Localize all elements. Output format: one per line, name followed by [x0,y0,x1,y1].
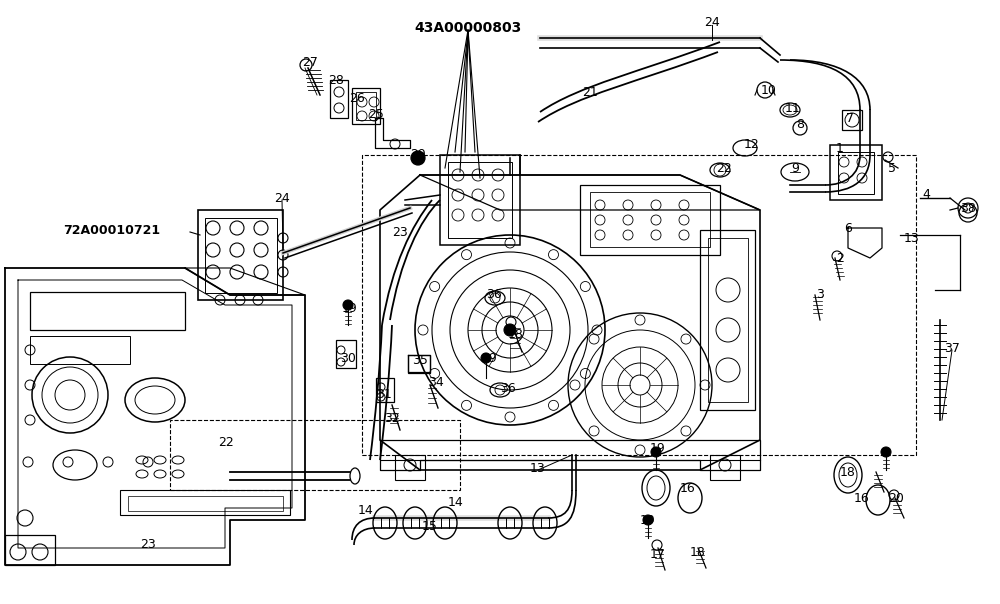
Text: 9: 9 [791,161,799,175]
Text: 36: 36 [486,289,502,301]
Text: 24: 24 [274,191,290,205]
Text: 26: 26 [349,91,365,104]
Text: 34: 34 [428,376,444,388]
Bar [205,218,277,293]
Text: 32: 32 [384,411,400,425]
Text: 35: 35 [412,353,428,367]
Circle shape [504,324,516,336]
Text: 1: 1 [836,141,844,155]
Text: 43A00000803: 43A00000803 [414,21,522,35]
Text: 17: 17 [650,547,666,561]
Text: 16: 16 [854,492,870,504]
Bar [700,230,755,410]
Text: 25: 25 [368,108,384,121]
Text: 11: 11 [785,101,801,115]
Text: 18: 18 [690,545,706,559]
Text: 15: 15 [422,519,438,533]
Text: 14: 14 [448,495,464,509]
Bar [376,378,394,402]
Bar [120,490,290,515]
Text: 18: 18 [840,466,856,478]
Bar [30,292,185,330]
Text: 19: 19 [650,442,666,454]
Text: 19: 19 [482,352,498,364]
Text: 27: 27 [302,56,318,68]
Bar [830,145,882,200]
Circle shape [643,515,653,525]
Text: 4: 4 [922,188,930,202]
Text: 31: 31 [376,388,392,402]
Bar [710,455,740,480]
Bar [330,80,348,118]
Bar [842,110,862,130]
Text: 38: 38 [960,202,976,214]
Text: 20: 20 [888,492,904,504]
Text: 5: 5 [888,161,896,175]
Text: 3: 3 [816,289,824,301]
Bar [590,192,710,247]
Text: 10: 10 [761,83,777,97]
Text: 6: 6 [844,222,852,234]
Text: 22: 22 [218,435,234,449]
Bar [448,162,512,238]
Text: 22: 22 [716,161,732,175]
Text: 21: 21 [582,86,598,98]
Text: 29: 29 [410,149,426,161]
Text: 18: 18 [508,329,524,341]
Text: 14: 14 [358,504,374,516]
Bar [580,185,720,255]
Circle shape [411,151,425,165]
Bar [395,455,425,480]
Text: 12: 12 [744,138,760,152]
Circle shape [343,300,353,310]
Text: 13: 13 [904,231,920,245]
Bar [128,496,283,511]
Bar [5,535,55,565]
Text: 19: 19 [640,513,656,527]
Text: 13: 13 [530,461,546,475]
Circle shape [481,353,491,363]
Bar [30,336,130,364]
Text: 23: 23 [140,538,156,550]
Text: 28: 28 [328,74,344,86]
Bar [362,155,916,455]
Text: 72A00010721: 72A00010721 [63,223,161,237]
Text: 23: 23 [392,225,408,239]
Text: 30: 30 [340,352,356,364]
Bar [708,238,748,402]
Text: 36: 36 [500,382,516,394]
Bar [838,152,874,194]
Circle shape [881,447,891,457]
Text: 2: 2 [836,251,844,265]
Bar [440,155,520,245]
Bar [408,355,430,373]
Bar [336,340,356,368]
Text: 37: 37 [944,341,960,355]
Bar [170,420,460,490]
Bar [356,92,376,120]
Text: 19: 19 [342,301,358,315]
Text: 16: 16 [680,481,696,495]
Text: 24: 24 [704,16,720,28]
Bar [198,210,283,300]
Bar [352,88,380,124]
Circle shape [651,447,661,457]
Text: 7: 7 [846,112,854,124]
Text: 8: 8 [796,118,804,132]
